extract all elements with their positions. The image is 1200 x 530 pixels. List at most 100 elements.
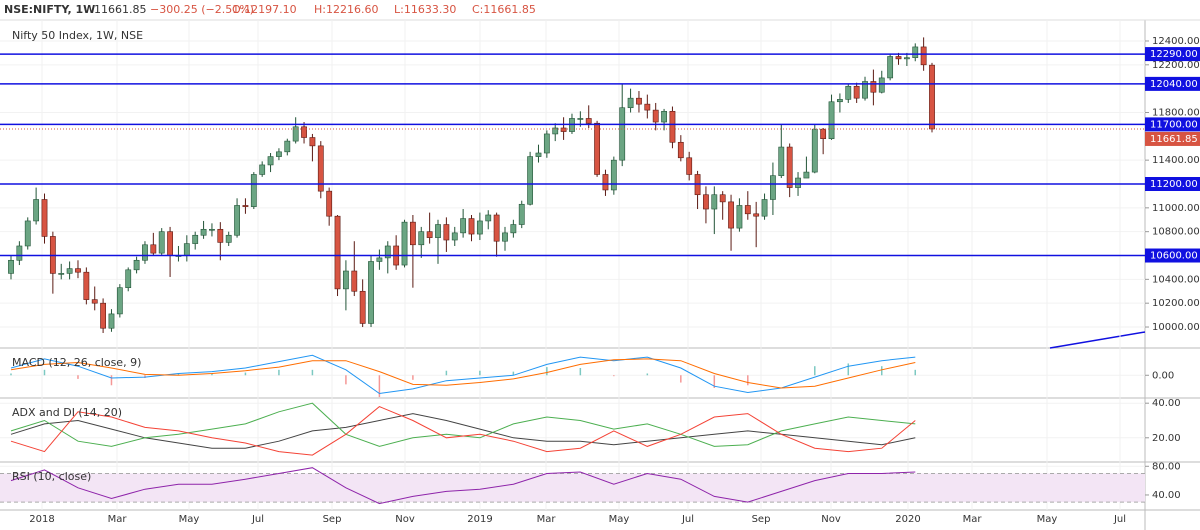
indicator-line [10, 406, 916, 456]
candle-body [744, 205, 751, 215]
y-tick-label: 40.00 [1152, 398, 1181, 409]
y-tick-label: 11000.00 [1152, 203, 1200, 214]
candle-body [820, 128, 827, 140]
x-tick-label: May [609, 514, 630, 525]
candle-body [343, 270, 349, 290]
candle-body [200, 228, 207, 236]
candle-body [418, 231, 425, 246]
candle-body [594, 122, 600, 175]
candle-body [677, 141, 684, 159]
indicator-line [10, 467, 916, 505]
candle-body [133, 259, 140, 271]
candle-body [736, 205, 743, 229]
y-tick-label: 40.00 [1152, 490, 1181, 501]
candle-body [786, 146, 793, 188]
candle-body [409, 221, 416, 246]
candle-body [636, 97, 642, 105]
last-price-label: 11661.85 [1150, 134, 1198, 145]
candle-body [376, 257, 383, 262]
candle-body [259, 164, 266, 175]
y-tick-label: 11400.00 [1152, 155, 1200, 166]
candle-body [895, 56, 902, 60]
candle-body [585, 118, 592, 124]
level-label: 12290.00 [1150, 49, 1198, 60]
candle-body [778, 146, 785, 176]
y-tick-label: 12200.00 [1152, 60, 1200, 71]
candle-body [828, 101, 835, 140]
candle-body [535, 152, 542, 157]
candle-body [518, 203, 525, 225]
candle-body [803, 171, 810, 179]
candle-body [301, 126, 307, 138]
pane-title: ADX and DI (14, 20) [12, 406, 122, 419]
candle-body [183, 243, 190, 256]
level-tag [1145, 248, 1200, 263]
candle-body [426, 231, 433, 238]
candle-body [16, 245, 23, 261]
x-tick-label: Jul [681, 514, 694, 525]
candle-body [142, 244, 148, 261]
indicator-line [10, 413, 916, 449]
candle-body [795, 177, 801, 188]
candle-body [83, 271, 90, 300]
candle-body [703, 194, 709, 210]
candle-body [351, 270, 358, 292]
candle-body [33, 199, 40, 222]
candle-body [468, 218, 475, 235]
candle-body [435, 224, 441, 238]
candle-body [493, 214, 500, 242]
trend-line [1049, 331, 1146, 349]
candle-body [502, 232, 508, 242]
y-tick-label: 0.00 [1152, 370, 1174, 381]
candle-body [108, 313, 115, 329]
level-label: 11200.00 [1150, 179, 1198, 190]
candle-body [167, 231, 173, 256]
candle-body [24, 220, 31, 247]
candle-body [753, 213, 760, 217]
candle-body [836, 99, 843, 103]
x-tick-label: 2020 [895, 514, 920, 525]
x-tick-label: Sep [323, 514, 342, 525]
candle-body [41, 199, 48, 237]
candle-body [527, 156, 534, 205]
x-tick-label: Nov [395, 514, 415, 525]
candle-body [368, 261, 374, 324]
candle-body [711, 194, 718, 210]
candle-body [862, 81, 868, 99]
level-tag [1145, 76, 1200, 91]
candle-body [728, 201, 734, 229]
candle-body [242, 205, 249, 207]
candle-body [929, 64, 935, 130]
close: C:11661.85 [472, 3, 536, 16]
candle-body [334, 215, 341, 290]
y-tick-label: 11800.00 [1152, 107, 1200, 118]
candle-body [267, 156, 274, 166]
x-tick-label: 2019 [467, 514, 492, 525]
y-tick-label: 10000.00 [1152, 322, 1200, 333]
y-tick-label: 20.00 [1152, 433, 1181, 444]
candle-body [669, 110, 676, 143]
candle-body [250, 174, 257, 207]
candle-body [903, 57, 910, 60]
low: L:11633.30 [394, 3, 456, 16]
candle-body [686, 157, 693, 175]
candle-body [510, 224, 517, 234]
candle-body [770, 175, 776, 200]
x-tick-label: Jul [1113, 514, 1126, 525]
candle-body [627, 97, 634, 109]
candle-body [887, 56, 894, 79]
y-tick-label: 80.00 [1152, 461, 1181, 472]
candle-body [476, 220, 483, 235]
pane-title: MACD (12, 26, close, 9) [12, 356, 141, 369]
candle-body [811, 128, 818, 173]
candle-body [870, 81, 877, 93]
last-price: 11661.85 [94, 3, 147, 16]
candle-body [58, 273, 65, 275]
candle-body [652, 109, 659, 123]
candle-body [100, 302, 106, 329]
candle-body [443, 224, 450, 241]
last-price-tag [1145, 131, 1200, 146]
candle-body [560, 127, 567, 132]
level-tag [1145, 117, 1200, 132]
symbol: NSE:NIFTY, 1W [4, 3, 95, 16]
